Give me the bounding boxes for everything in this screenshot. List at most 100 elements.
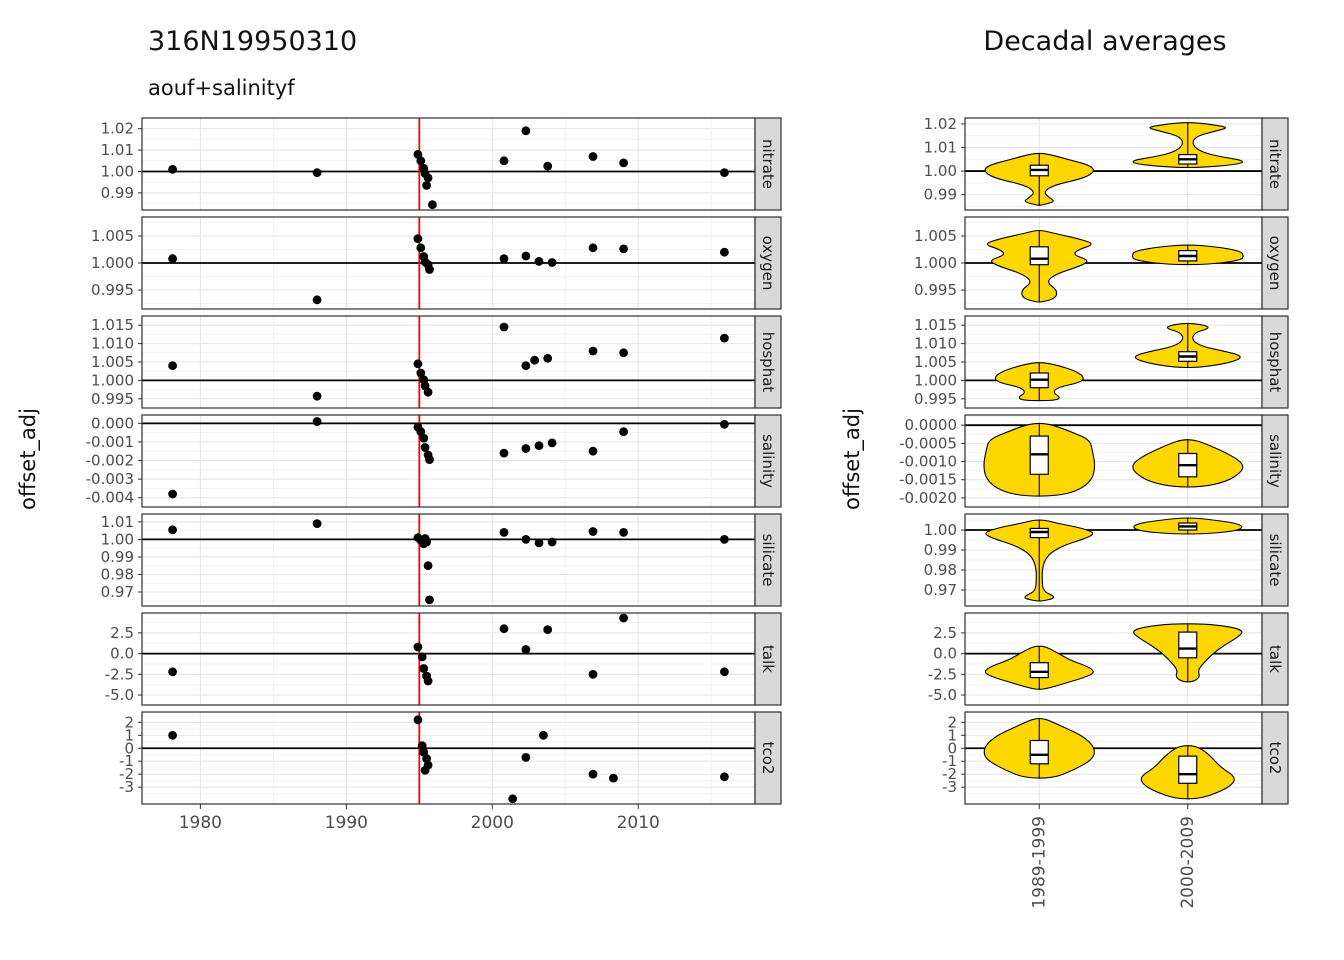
panel-background — [142, 712, 755, 804]
data-point — [508, 794, 518, 804]
points-group — [168, 715, 729, 804]
data-point — [720, 419, 729, 429]
data-point — [588, 152, 598, 161]
data-point — [720, 667, 729, 677]
y-tick-label: 1.000 — [91, 254, 134, 272]
y-tick-label: -0.0015 — [899, 471, 957, 489]
y-tick-label: 1.00 — [101, 162, 134, 180]
facet-panel-silicate: 0.970.980.991.001.01 — [101, 513, 756, 607]
facet-strip-label: hosphat — [759, 332, 777, 393]
facet-strip — [1261, 117, 1289, 211]
data-point — [425, 595, 434, 605]
data-point — [543, 625, 553, 634]
facet-strip-label: silicate — [759, 534, 777, 587]
data-point — [423, 676, 433, 686]
y-tick-label: 0.98 — [101, 565, 134, 583]
facet-strip — [754, 612, 782, 706]
facet-strip — [754, 711, 782, 805]
x-category-label: 2000-2009 — [1178, 816, 1198, 909]
panel-background — [142, 514, 755, 606]
y-tick-label: 0.98 — [924, 561, 957, 579]
facet-strip-label: oxygen — [1266, 236, 1284, 291]
data-point — [521, 444, 531, 453]
data-point — [419, 664, 429, 673]
data-point — [547, 537, 557, 547]
data-point — [168, 164, 177, 174]
data-point — [416, 156, 426, 166]
data-point — [168, 361, 177, 371]
violins-group — [984, 122, 1244, 206]
y-tick-label: 2.5 — [933, 624, 957, 642]
data-point — [619, 613, 628, 623]
facet-strip-label: nitrate — [1266, 139, 1284, 189]
y-tick-label: -3 — [119, 778, 134, 796]
data-point — [619, 348, 628, 358]
y-tick-label: 1.02 — [924, 115, 957, 133]
facet-strip — [754, 315, 782, 409]
y-tick-label: 2 — [124, 713, 134, 731]
y-tick-label: 1.005 — [91, 353, 134, 371]
y-tick-label: 0.0 — [110, 645, 134, 663]
y-tick-label: -0.001 — [86, 433, 134, 451]
y-tick-label: 0.99 — [101, 184, 134, 202]
y-tick-label: 1.010 — [91, 335, 134, 353]
data-point — [425, 455, 434, 464]
y-tick-label: 1.015 — [914, 316, 957, 334]
data-point — [720, 535, 729, 544]
data-point — [416, 368, 426, 378]
violins-group — [985, 517, 1243, 602]
y-tick-label: 0.000 — [91, 414, 134, 432]
y-tick-label: -1 — [942, 752, 957, 770]
data-point — [619, 528, 628, 537]
data-point — [499, 156, 509, 166]
y-tick-label: 0.995 — [91, 281, 134, 299]
data-point — [588, 243, 598, 253]
y-tick-label: -0.0005 — [899, 434, 957, 452]
data-point — [534, 538, 544, 548]
data-point — [521, 753, 531, 762]
y-tick-label: -2.5 — [105, 665, 134, 683]
facet-panel-salinity: -0.004-0.003-0.002-0.0010.000 — [86, 414, 756, 508]
y-tick-label: -2.5 — [928, 665, 957, 683]
data-point — [428, 200, 437, 210]
y-tick-label: -2 — [942, 765, 957, 783]
y-tick-label: 1.00 — [101, 530, 134, 548]
data-point — [423, 387, 433, 397]
y-tick-label: 2 — [947, 713, 957, 731]
data-point — [413, 359, 423, 369]
data-point — [312, 417, 322, 426]
y-tick-label: 1.005 — [914, 353, 957, 371]
y-tick-label: 0.97 — [101, 583, 134, 601]
facet-strip-label: talk — [1266, 645, 1284, 673]
facet-strip — [754, 117, 782, 211]
y-tick-label: 1.01 — [101, 513, 134, 531]
data-point — [588, 669, 598, 679]
y-tick-label: -3 — [942, 778, 957, 796]
y-tick-label: -5.0 — [105, 686, 134, 704]
y-tick-label: 0.99 — [924, 186, 957, 204]
facet-strip — [1261, 513, 1289, 607]
data-point — [312, 391, 322, 401]
facet-strip — [1261, 216, 1289, 310]
data-point — [499, 528, 509, 537]
facet-strip-label: hosphat — [1266, 332, 1284, 393]
data-point — [168, 525, 177, 535]
facet-strip — [754, 414, 782, 508]
x-category-label: 1989-1999 — [1029, 816, 1049, 909]
data-point — [420, 443, 430, 452]
violins-group — [986, 229, 1244, 303]
facet-strip-label: oxygen — [759, 236, 777, 291]
right-chart-title: Decadal averages — [983, 26, 1227, 57]
points-group — [168, 417, 729, 499]
data-point — [521, 535, 531, 544]
points-group — [168, 322, 729, 401]
right-chart-y-axis-label: offset_adj — [840, 408, 864, 510]
data-point — [499, 624, 509, 634]
data-point — [521, 645, 531, 654]
box — [1178, 631, 1198, 659]
facet-strip — [754, 216, 782, 310]
data-point — [619, 158, 628, 168]
panel-background — [142, 613, 755, 705]
